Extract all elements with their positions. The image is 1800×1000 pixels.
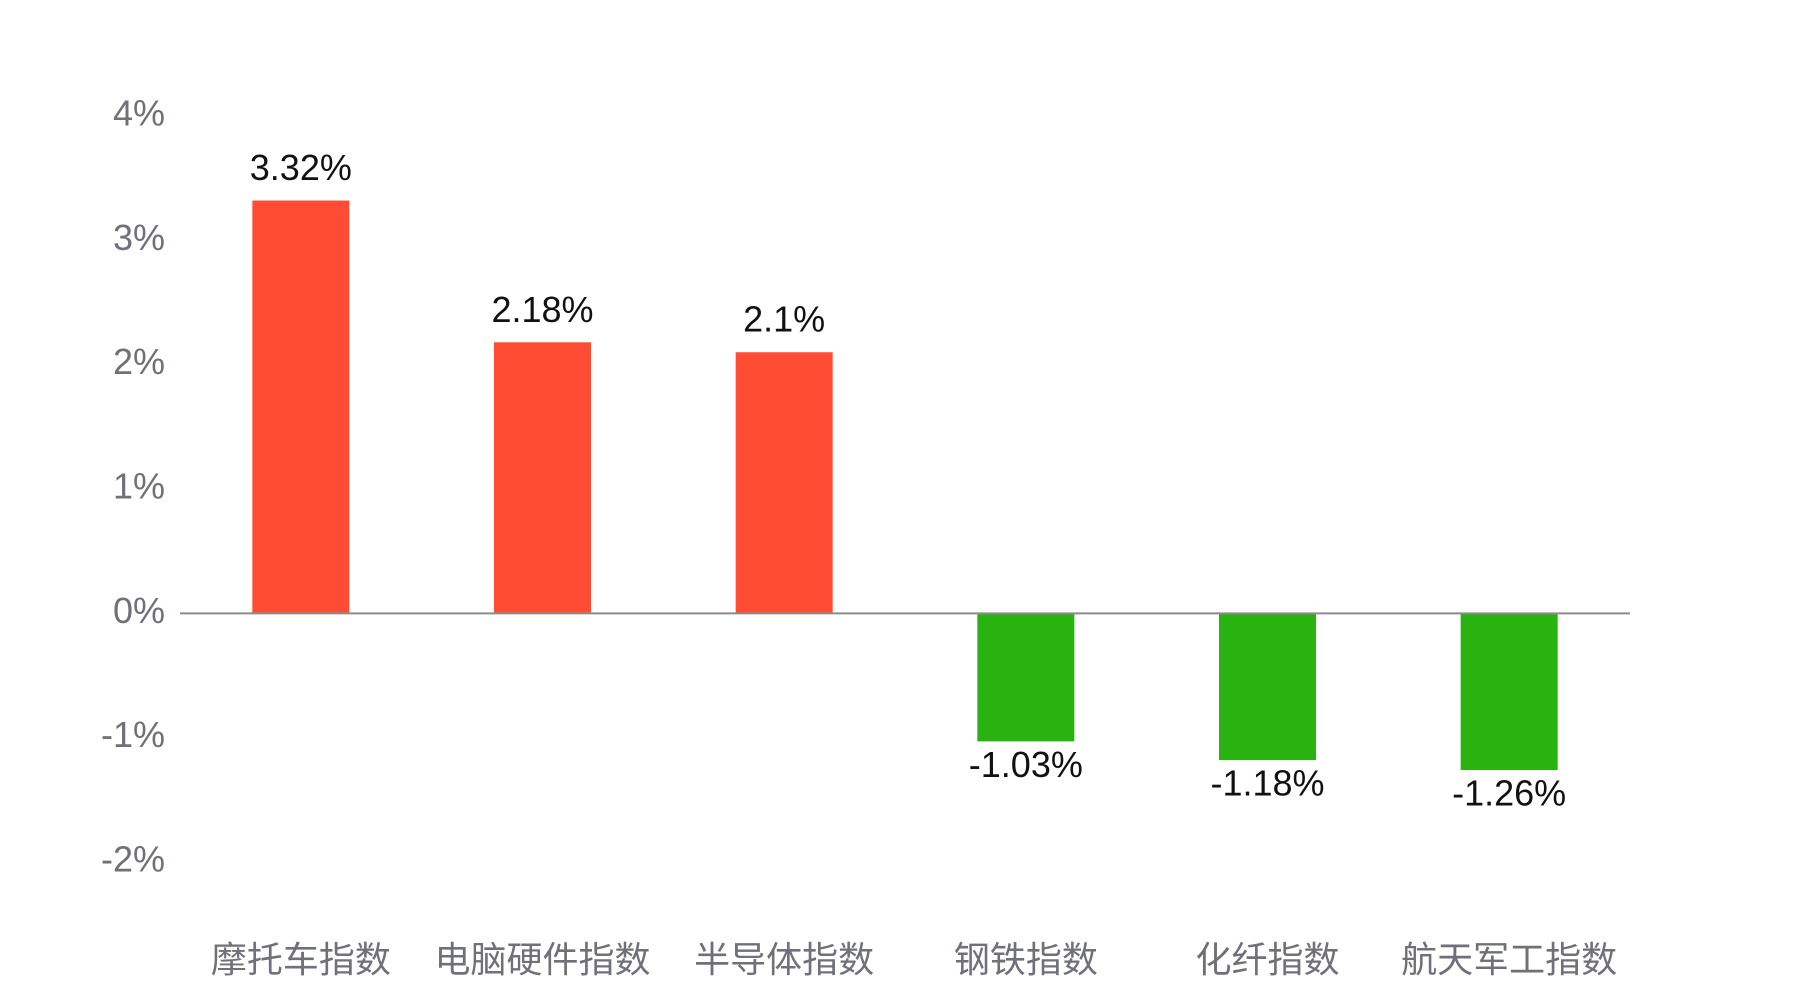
x-category-label: 化纤指数 [1195, 940, 1339, 981]
data-label: -1.26% [1452, 773, 1566, 814]
bar [1219, 613, 1316, 761]
x-category-label: 摩托车指数 [211, 940, 391, 981]
y-tick-label: 0% [113, 590, 165, 631]
y-tick-label: -1% [101, 714, 165, 755]
data-label: 2.1% [743, 299, 825, 340]
bar [735, 352, 833, 614]
y-axis-ticks: 4% 3% 2% 1% 0% -1% -2% [101, 93, 165, 880]
y-tick-label: 4% [113, 93, 165, 134]
x-category-label: 半导体指数 [694, 940, 874, 981]
x-axis-category-labels: 摩托车指数 电脑硬件指数 半导体指数 钢铁指数 化纤指数 航天军工指数 [211, 940, 1617, 981]
bar [1460, 613, 1558, 770]
bars-group [252, 200, 1558, 770]
data-label: -1.03% [969, 744, 1083, 785]
y-tick-label: -2% [101, 839, 165, 880]
data-label: 2.18% [491, 289, 593, 330]
x-category-label: 钢铁指数 [954, 940, 1098, 981]
bar [494, 342, 591, 614]
data-labels-group: 3.32% 2.18% 2.1% -1.03% -1.18% -1.26% [250, 147, 1566, 813]
y-tick-label: 1% [113, 466, 165, 507]
bar [977, 613, 1075, 742]
y-tick-label: 3% [113, 217, 165, 258]
data-label: 3.32% [250, 147, 352, 188]
y-tick-label: 2% [113, 341, 165, 382]
bar [252, 200, 350, 614]
x-category-label: 电脑硬件指数 [434, 940, 650, 981]
x-category-label: 航天军工指数 [1401, 940, 1617, 981]
data-label: -1.18% [1210, 763, 1324, 804]
